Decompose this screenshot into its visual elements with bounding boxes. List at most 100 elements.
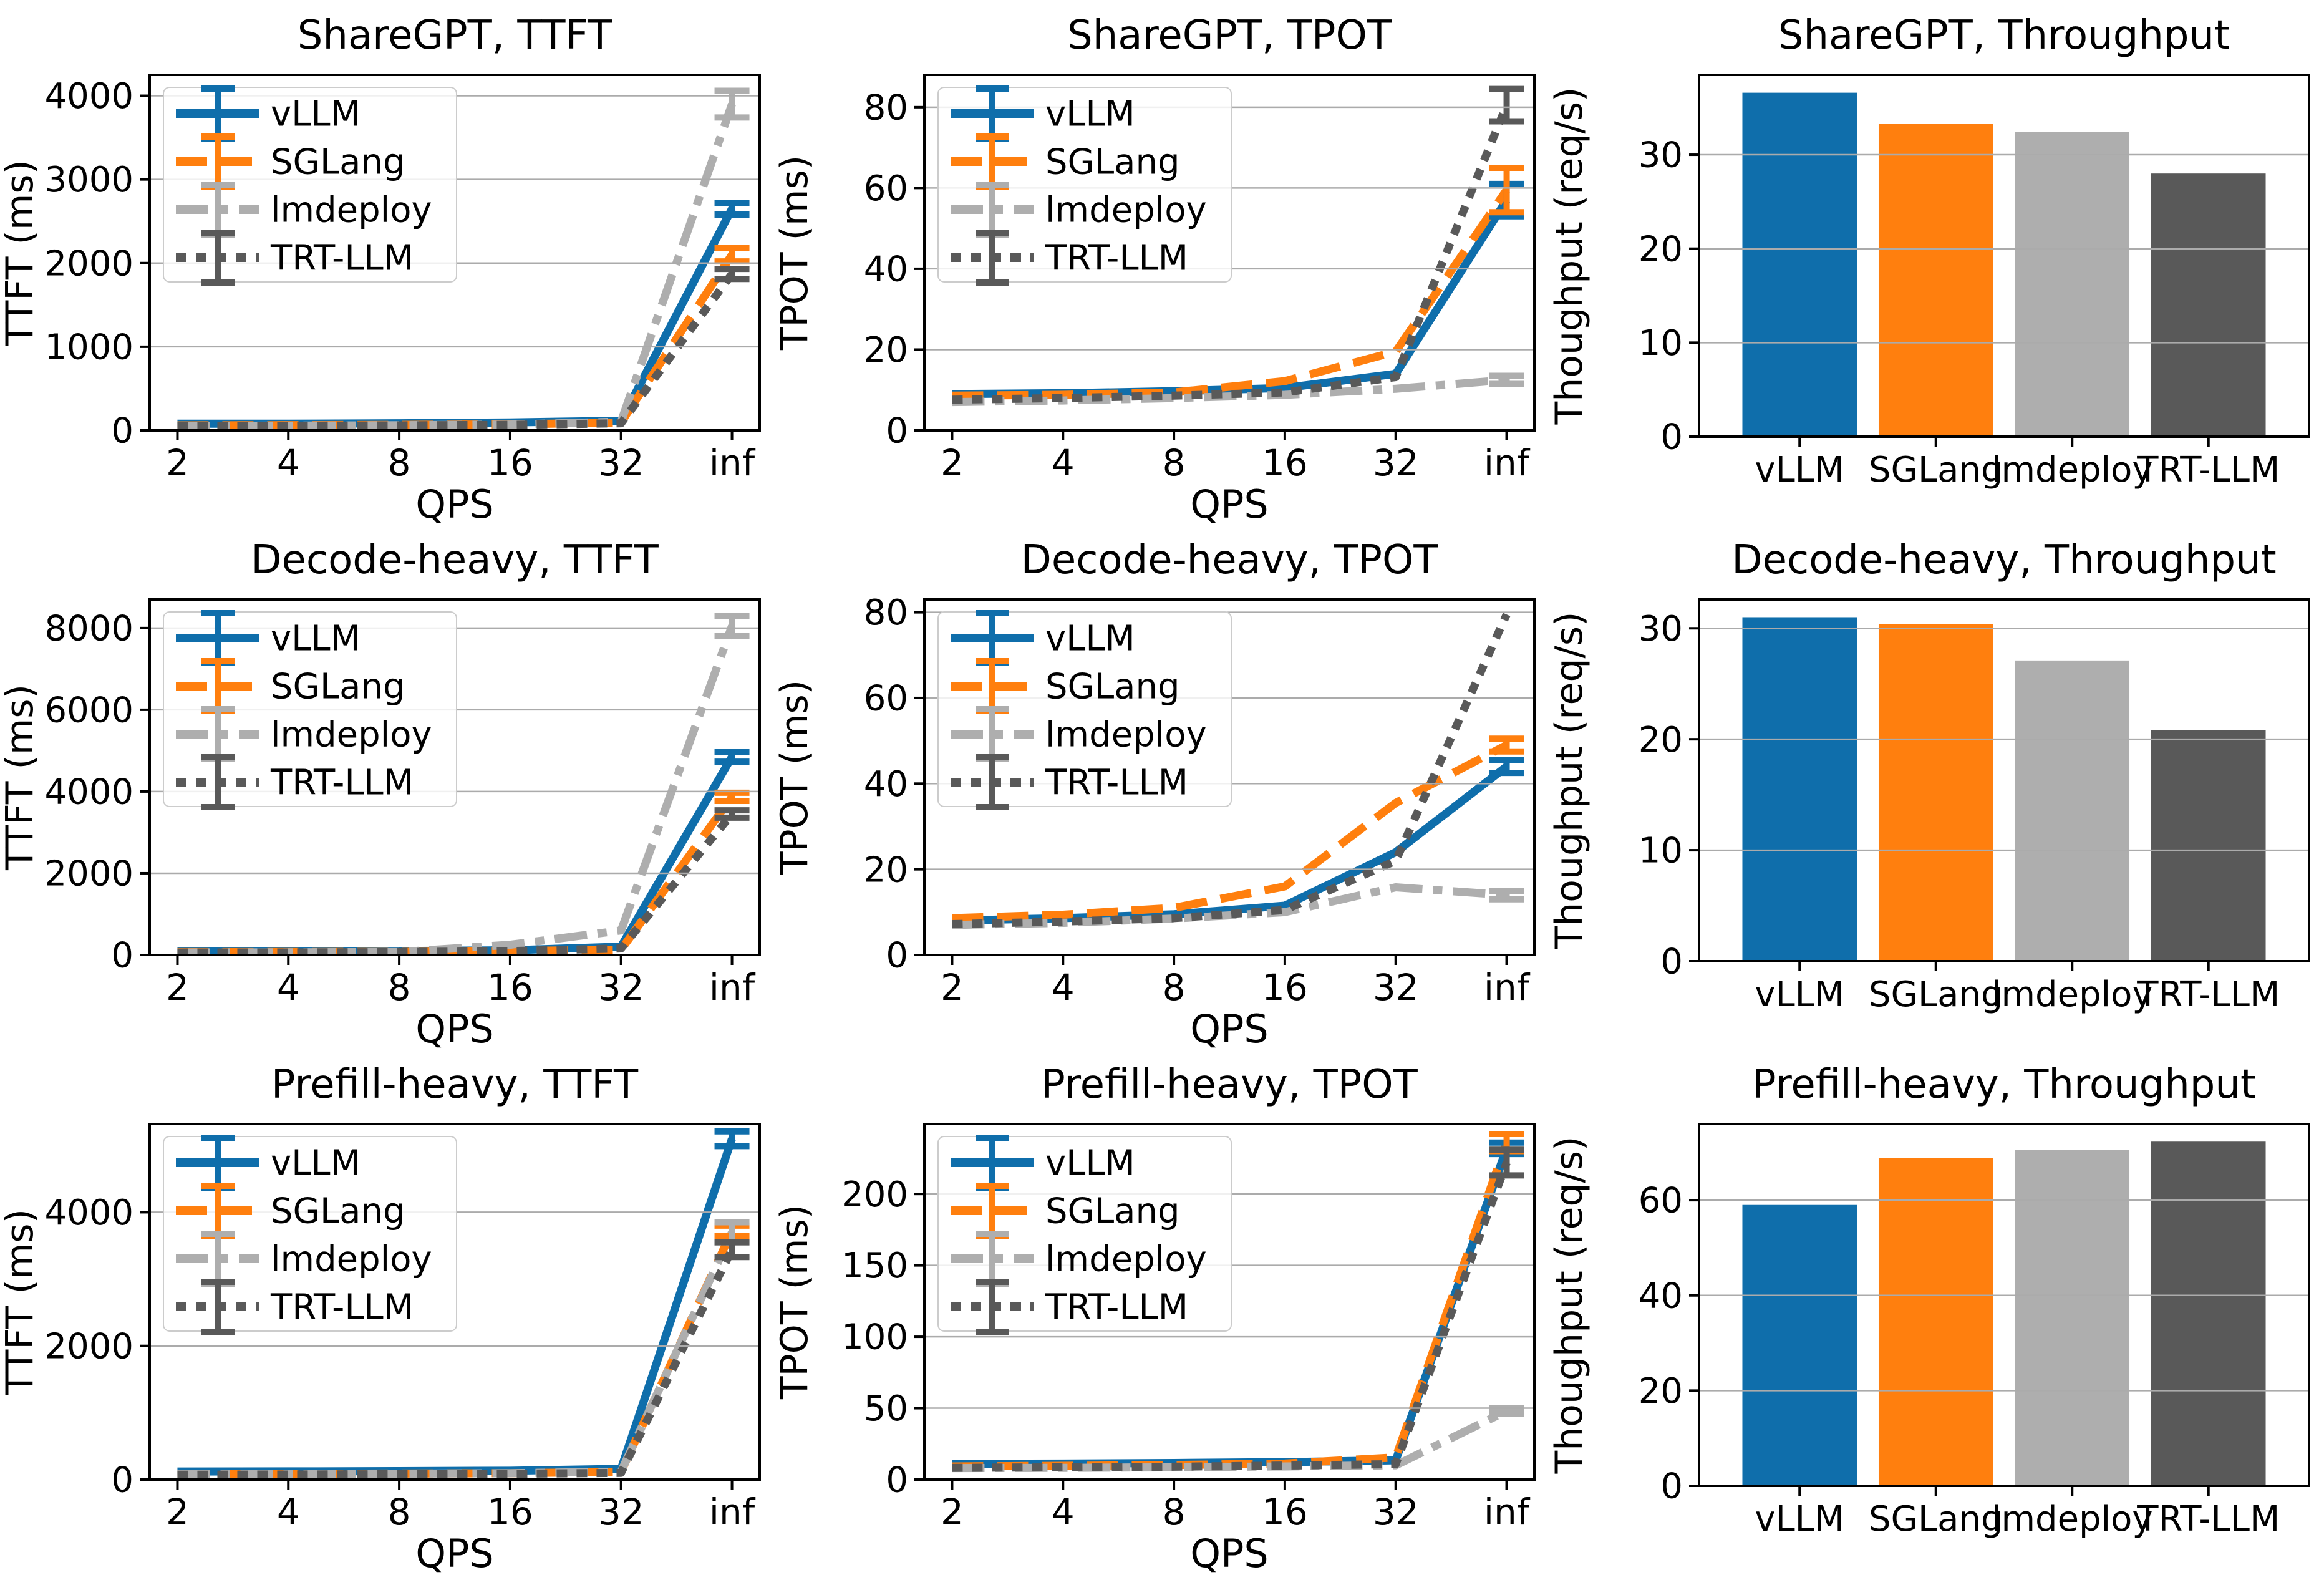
x-tick-label: 16 [1262,966,1308,1009]
series-line-lmdeploy [952,376,1508,407]
plot-border [1698,74,2310,438]
legend-label: vLLM [1045,94,1135,135]
legend-label: vLLM [1045,619,1135,659]
x-tick-label: 8 [1163,442,1186,484]
y-axis-label: TPOT (ms) [775,1204,816,1400]
x-tick-label: 16 [487,1491,533,1533]
chart-title: ShareGPT, TPOT [1067,12,1392,59]
legend-label: TRT-LLM [1045,763,1188,803]
y-tick-label: 20 [1639,1371,1683,1412]
legend-label: vLLM [271,1143,361,1184]
x-axis-label: QPS [1190,1531,1269,1574]
y-axis-label: Thoughput (req/s) [1549,87,1591,425]
cell-decode-heavy-tpot: 0 20 40 60 80 2 4 8 16 32 inf QPS Decode-heavy, TPOT… [775,525,1549,1049]
bar-category-label: SGLang [1869,1499,2003,1539]
bar-vllm [1742,1204,1857,1486]
bar-category-label: lmdeploy [1992,1499,2153,1539]
y-tick-label: 0 [111,936,133,976]
bar-sglang [1878,1158,1993,1486]
plot-area [952,85,1524,407]
series-line-lmdeploy [952,883,1507,929]
x-axis-label: QPS [1190,1006,1269,1049]
y-tick-label: 10 [1639,323,1683,364]
y-tick-label: 0 [1660,417,1683,458]
bar-sglang [1878,624,1993,961]
y-tick-label: 2000 [44,243,133,284]
legend-label: SGLang [1045,142,1180,183]
bar-trt-llm [2151,173,2266,437]
y-tick-label: 2000 [44,854,133,894]
plot-border [923,598,1536,956]
legend-box [937,1136,1232,1332]
chart-sharegpt-ttft: 0 1000 2000 3000 4000 2 4 8 16 32 inf QPS ShareGPT, … [0,12,761,525]
x-tick-label: 16 [1262,1491,1308,1533]
bar-sglang [1878,124,1993,437]
x-tick-label: inf [709,966,756,1009]
x-tick-label: 8 [1163,1491,1186,1533]
bar-category-label: vLLM [1755,974,1844,1015]
cell-decode-heavy-ttft: 0 2000 4000 6000 8000 2 4 8 16 32 inf QPS Decode-hea… [0,525,775,1049]
bar-category-label: SGLang [1869,450,2003,490]
x-tick-label: 8 [388,442,411,484]
legend-label: SGLang [271,142,405,183]
legend-label: TRT-LLM [270,763,414,803]
series-line-sglang [952,187,1510,400]
legend-label: SGLang [271,667,405,707]
chart-decode-heavy-tpot: 0 20 40 60 80 2 4 8 16 32 inf QPS Decode-heavy, TPOT… [775,537,1536,1049]
y-axis-label: Thoughput (req/s) [1549,1136,1591,1475]
plot-border [148,1123,761,1481]
plot-border [1698,1123,2310,1487]
y-axis-label: Thoughput (req/s) [1549,612,1591,950]
x-axis-label: QPS [415,1531,494,1574]
plot-area [177,1128,750,1479]
cell-prefill-heavy-tpot: 0 50 100 150 200 2 4 8 16 32 inf QPS Prefill-heavy, … [775,1049,1549,1575]
bar-trt-llm [2151,1141,2266,1486]
chart-decode-heavy-ttft: 0 2000 4000 6000 8000 2 4 8 16 32 inf QPS Decode-hea… [0,537,761,1049]
series-line-lmdeploy [177,624,736,955]
y-tick-label: 40 [864,250,908,290]
chart-title: Decode-heavy, TPOT [1021,537,1439,583]
legend-label: TRT-LLM [270,1287,414,1328]
bar-vllm [1742,92,1857,437]
bar-category-label: vLLM [1755,450,1844,490]
plot-area [177,87,750,430]
x-tick-label: 4 [277,1491,300,1533]
y-tick-label: 60 [864,168,908,209]
legend: vLLM SGLang lmdeploy TRT-LLM [937,1135,1232,1335]
cell-prefill-heavy-ttft: 0 2000 4000 2 4 8 16 32 inf QPS Prefill-heavy, TTF… [0,1049,775,1575]
series-line-trt-llm [177,1248,736,1479]
y-tick-label: 30 [1639,135,1683,176]
x-tick-label: 16 [1262,442,1308,484]
y-tick-label: 10 [1639,831,1683,871]
chart-prefill-heavy-tpot: 0 50 100 150 200 2 4 8 16 32 inf QPS Prefill-heavy, … [775,1062,1536,1574]
legend-label: SGLang [271,1191,405,1232]
x-tick-label: inf [1484,1491,1531,1533]
x-tick-label: 2 [941,442,964,484]
y-tick-label: 0 [886,936,908,976]
y-tick-label: 20 [864,330,908,371]
chart-title: ShareGPT, Throughput [1778,12,2230,59]
y-tick-label: 20 [1639,229,1683,269]
y-tick-label: 8000 [44,608,133,649]
legend-label: lmdeploy [1045,190,1207,231]
legend: vLLM SGLang lmdeploy TRT-LLM [937,85,1232,286]
bar-vllm [1742,617,1857,961]
bar-category-label: lmdeploy [1992,974,2153,1015]
y-tick-label: 6000 [44,690,133,730]
chart-title: Prefill-heavy, Throughput [1752,1062,2256,1108]
x-tick-label: 4 [1052,966,1075,1009]
legend: vLLM SGLang lmdeploy TRT-LLM [163,1135,457,1335]
legend-label: lmdeploy [271,715,432,755]
cell-prefill-heavy-throughput: 0 20 40 60 vLLM SGLang lmdeploy TRT-LLM Prefill-… [1549,1049,2324,1575]
y-tick-label: 30 [1639,609,1683,649]
legend-box [937,611,1232,807]
x-tick-label: 8 [1163,966,1186,1009]
plot-border [923,74,1536,432]
series-line-trt-llm [177,811,735,955]
x-tick-label: 4 [277,966,300,1009]
plot-border [923,1123,1536,1481]
x-axis-label: QPS [415,482,494,525]
y-axis-label: TTFT (ms) [0,684,42,871]
bar-category-label: SGLang [1869,974,2003,1015]
